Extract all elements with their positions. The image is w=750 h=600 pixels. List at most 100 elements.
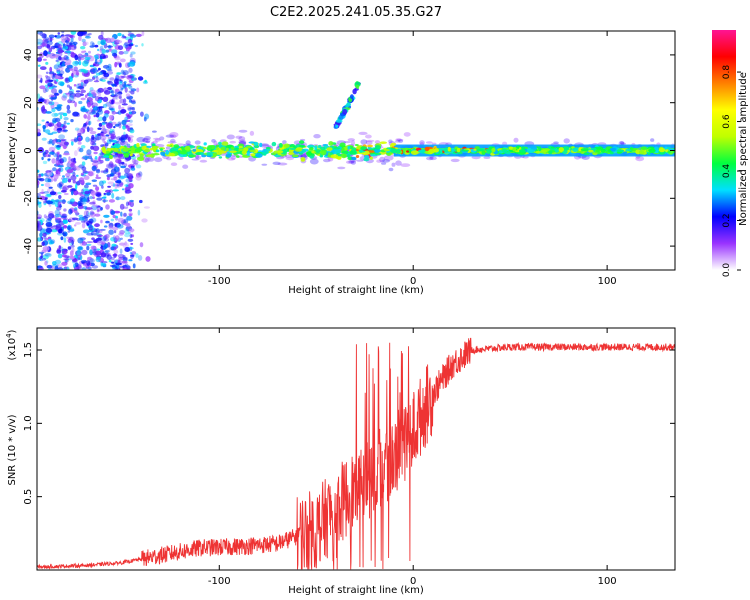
noise-speckle [121, 103, 128, 106]
noise-speckle [54, 144, 58, 149]
noise-speckle [48, 47, 53, 53]
noise-speckle [57, 165, 64, 168]
branch-blob [346, 102, 351, 107]
band-blob [329, 152, 334, 155]
noise-speckle [45, 227, 52, 233]
noise-speckle [42, 258, 46, 261]
band-blob [206, 152, 212, 156]
band-blob [105, 150, 110, 154]
noise-speckle [135, 175, 142, 181]
band-halo [125, 135, 134, 139]
band-halo [121, 134, 129, 139]
noise-speckle [53, 64, 59, 70]
noise-speckle [115, 264, 120, 270]
snr-y-tick-label: 1.0 [23, 415, 34, 431]
band-blob [159, 148, 163, 152]
noise-speckle [124, 167, 130, 174]
band-blob [351, 156, 357, 161]
noise-speckle [44, 182, 51, 187]
noise-speckle [47, 37, 54, 41]
band-blob [218, 148, 222, 154]
band-blob [320, 146, 326, 151]
noise-speckle [118, 51, 124, 55]
noise-speckle [82, 41, 87, 47]
band-halo [379, 156, 386, 163]
band-blob [197, 147, 204, 150]
colorbar-tick-label: 0.2 [722, 213, 732, 227]
band-blob [486, 150, 492, 154]
noise-speckle [74, 138, 79, 143]
noise-speckle [72, 41, 78, 45]
noise-speckle [101, 48, 107, 54]
band-halo [144, 136, 151, 140]
band-halo [388, 139, 393, 144]
noise-speckle [68, 34, 74, 38]
noise-speckle [56, 155, 60, 162]
noise-speckle [67, 185, 73, 188]
band-blob [541, 149, 548, 153]
band-blob [473, 148, 477, 151]
noise-speckle [88, 170, 94, 177]
noise-speckle [94, 223, 100, 228]
noise-speckle [87, 114, 91, 121]
band-blob [215, 152, 223, 155]
noise-speckle [59, 154, 62, 158]
noise-speckle [97, 40, 101, 45]
noise-speckle [48, 213, 55, 219]
noise-speckle [107, 80, 113, 85]
band-halo [327, 156, 334, 162]
noise-speckle [120, 69, 125, 75]
noise-speckle [130, 99, 136, 103]
noise-speckle [85, 243, 92, 246]
noise-speckle [56, 121, 62, 128]
band-halo [277, 162, 288, 166]
noise-speckle [129, 34, 137, 38]
noise-speckle [115, 72, 121, 76]
figure-title: C2E2.2025.241.05.35.G27 [270, 5, 442, 20]
branch-blob [342, 108, 348, 115]
noise-speckle [120, 87, 124, 91]
noise-speckle [96, 169, 100, 174]
noise-speckle [91, 162, 99, 167]
band-halo [185, 140, 191, 145]
band-halo [299, 154, 310, 158]
noise-speckle [100, 160, 104, 163]
noise-speckle [37, 64, 41, 67]
noise-speckle [44, 129, 51, 134]
band-blob [588, 149, 594, 153]
noise-speckle [120, 58, 126, 63]
noise-speckle [49, 37, 53, 42]
noise-speckle [42, 125, 46, 129]
band-blob [166, 144, 171, 147]
noise-speckle [64, 266, 68, 270]
noise-speckle [49, 71, 55, 75]
snr-y-tick-label: 1.5 [23, 342, 34, 358]
noise-speckle [67, 230, 71, 233]
noise-speckle [127, 96, 131, 100]
noise-speckle [127, 83, 132, 86]
band-blob [210, 145, 216, 150]
noise-speckle [111, 52, 118, 57]
noise-speckle [119, 242, 126, 246]
band-blob [249, 149, 256, 153]
band-blob [572, 147, 579, 152]
noise-speckle [89, 196, 93, 200]
noise-speckle [70, 31, 77, 35]
noise-speckle [66, 162, 71, 168]
noise-speckle [102, 236, 107, 242]
noise-speckle [90, 141, 95, 146]
snr-x-tick-label: -100 [208, 576, 231, 587]
noise-speckle [37, 42, 43, 46]
noise-speckle [92, 106, 99, 111]
noise-speckle [43, 191, 49, 194]
band-blob [165, 150, 170, 155]
noise-speckle [115, 215, 118, 219]
band-blob [341, 147, 345, 152]
noise-speckle [67, 38, 71, 42]
band-halo [376, 159, 383, 163]
noise-speckle [59, 82, 65, 87]
noise-speckle [43, 152, 47, 155]
noise-speckle [94, 58, 98, 65]
noise-speckle [62, 46, 67, 51]
noise-speckle [39, 191, 46, 194]
